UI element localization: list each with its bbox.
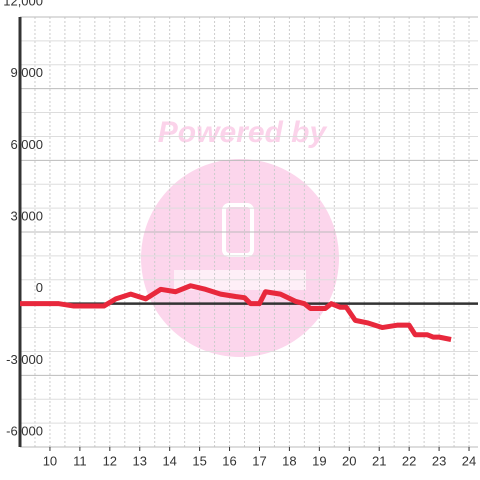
x-tick-label: 21 [372,453,386,468]
x-tick-label: 13 [133,453,147,468]
x-tick-label: 17 [252,453,266,468]
x-tick-label: 12 [103,453,117,468]
y-tick-label: 3,000 [10,208,43,223]
x-tick-label: 15 [192,453,206,468]
data-line [20,283,452,342]
x-tick-label: 20 [342,453,356,468]
x-tick-label: 22 [402,453,416,468]
watermark-text: Powered by [158,116,328,149]
x-tick-label: 14 [162,453,176,468]
y-tick-label: -6,000 [6,423,43,438]
x-tick-label: 19 [312,453,326,468]
y-tick-label: 12,000 [3,0,43,8]
y-tick-label: 0 [36,280,43,295]
x-tick-label: 10 [43,453,57,468]
x-tick-label: 23 [432,453,446,468]
x-tick-label: 11 [73,453,87,468]
x-tick-label: 18 [282,453,296,468]
y-tick-label: -3,000 [6,352,43,367]
y-tick-label: 6,000 [10,137,43,152]
y-tick-label: 9,000 [10,65,43,80]
x-tick-label: 24 [462,453,476,468]
x-tick-label: 16 [222,453,236,468]
